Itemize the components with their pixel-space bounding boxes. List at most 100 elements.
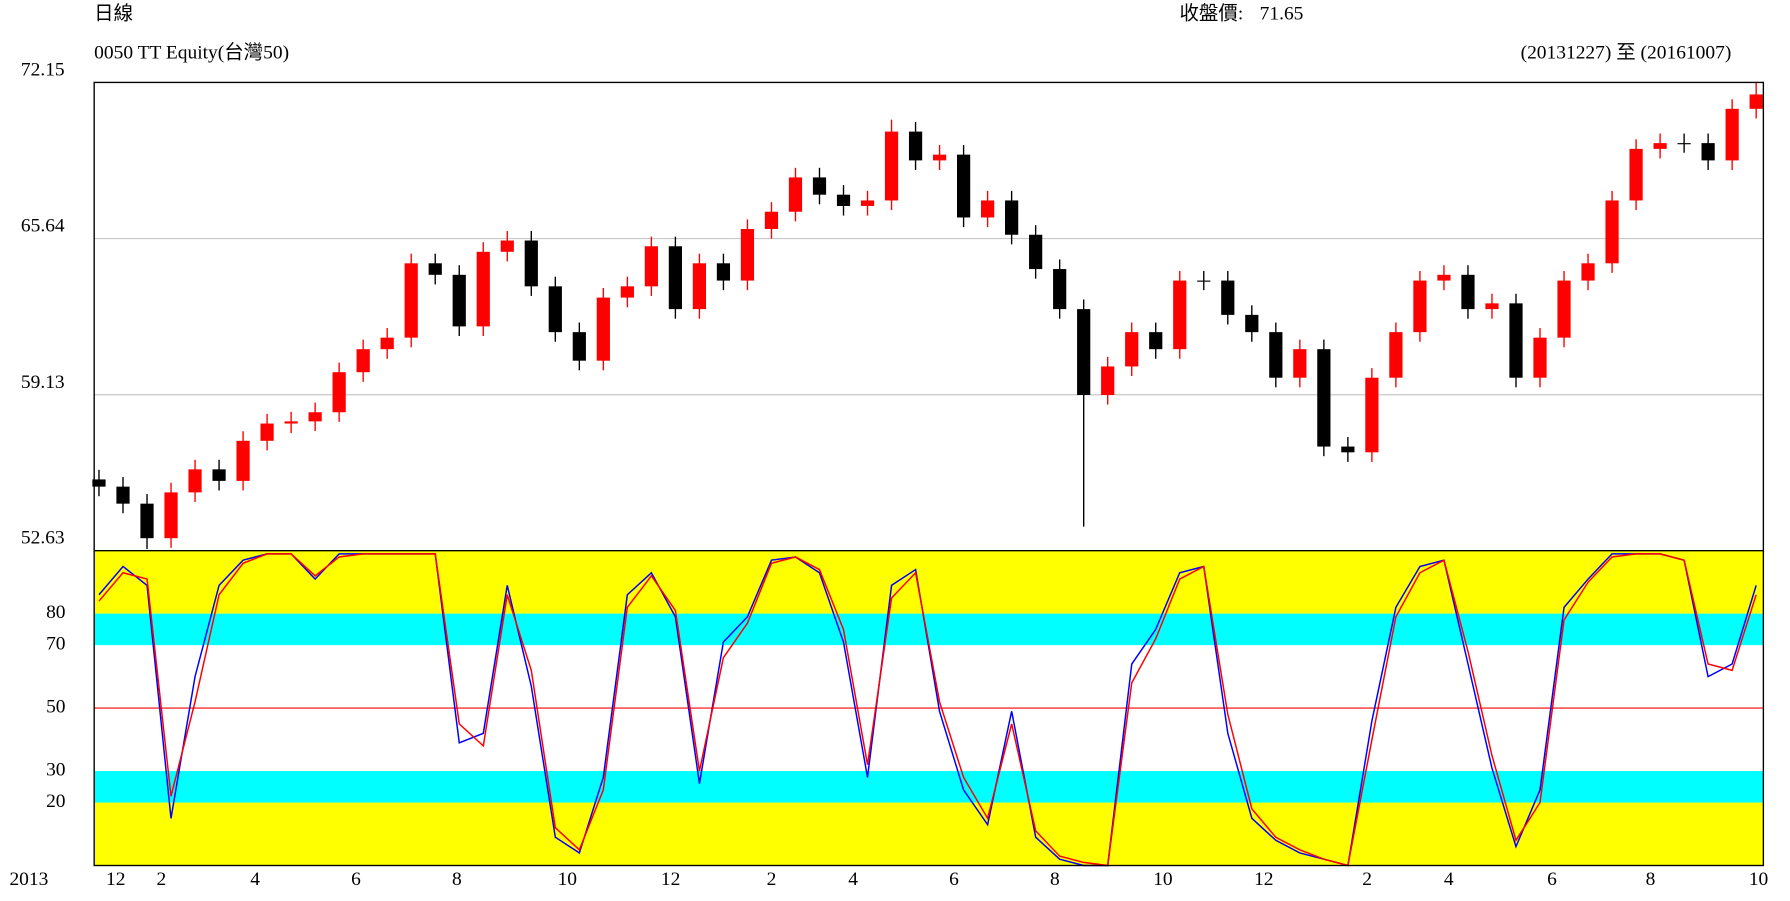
y-tick-label: 30: [46, 760, 65, 781]
candle-body: [140, 503, 154, 539]
panel-frame: [93, 549, 1765, 867]
x-tick-label: 8: [452, 869, 462, 890]
candle-body: [1341, 446, 1355, 453]
candle-body: [428, 263, 442, 275]
band: [94, 802, 1764, 866]
candle-body: [692, 263, 707, 310]
band: [94, 771, 1764, 803]
y-tick-label: 72.15: [21, 59, 65, 80]
x-tick-label: 2: [1362, 869, 1372, 890]
x-tick-label: 6: [1547, 869, 1557, 890]
candle-body: [884, 131, 899, 201]
candle-body: [1557, 280, 1571, 338]
candle-body: [596, 297, 610, 361]
candle-body: [1221, 280, 1235, 315]
x-tick-label: 12: [661, 869, 680, 890]
candle-body: [1077, 309, 1091, 395]
candle-body: [1293, 349, 1307, 378]
candle-body: [1389, 332, 1403, 378]
close-label: 收盤價:: [1179, 2, 1243, 24]
candle-body: [500, 240, 514, 252]
candle-body: [1629, 148, 1643, 201]
candle-body: [1509, 303, 1523, 378]
candle-body: [1101, 366, 1115, 395]
y-tick-label: 52.63: [21, 528, 65, 549]
candle-body: [956, 154, 971, 218]
candle-body: [908, 131, 923, 161]
candle-body: [308, 412, 322, 422]
candle-body: [404, 263, 418, 338]
candle-body: [1005, 200, 1019, 235]
x-tick-label: 12: [1254, 869, 1273, 890]
x-tick-label: 8: [1646, 869, 1656, 890]
candle-body: [1029, 234, 1043, 270]
x-tick-label: 4: [250, 869, 260, 890]
y-tick-label: 70: [46, 634, 65, 655]
candle-body: [860, 200, 875, 206]
candle-body: [116, 486, 130, 504]
candle-body: [524, 240, 538, 287]
candle-body: [981, 200, 995, 218]
x-tick-label: 8: [1050, 869, 1060, 890]
close-value: 71.65: [1260, 3, 1304, 24]
year-label: 2013: [9, 869, 48, 890]
y-tick-label: 80: [46, 602, 65, 623]
candle-body: [1125, 332, 1139, 367]
y-tick-label: 65.64: [21, 216, 65, 237]
candle-body: [1053, 269, 1067, 310]
candle-body: [332, 372, 346, 413]
y-tick-label: 50: [46, 697, 65, 718]
candle-body: [260, 423, 274, 441]
candle-body: [1701, 143, 1715, 161]
date-range: (20131227) 至 (20161007): [1521, 42, 1732, 63]
candle-body: [1461, 274, 1475, 310]
candle-body: [92, 479, 106, 487]
candle-body: [572, 332, 586, 361]
candle-body: [476, 251, 490, 327]
candle-body: [764, 211, 779, 229]
candle-body: [1485, 303, 1499, 310]
x-tick-label: 6: [351, 869, 361, 890]
candle-body: [812, 177, 827, 195]
x-tick-label: 2: [157, 869, 167, 890]
candle-body: [1245, 314, 1259, 333]
x-tick-label: 2: [767, 869, 777, 890]
candle-body: [836, 194, 851, 206]
candle-body: [164, 492, 178, 539]
candle-body: [1677, 143, 1691, 145]
candle-body: [284, 421, 298, 424]
candle-body: [1437, 274, 1451, 281]
candle-body: [1365, 377, 1379, 453]
candle-body: [452, 274, 466, 327]
y-tick-label: 59.13: [21, 372, 65, 393]
candle-body: [932, 154, 947, 161]
x-tick-label: 10: [558, 869, 577, 890]
candle-body: [1173, 280, 1187, 350]
x-tick-label: 4: [1444, 869, 1454, 890]
x-tick-label: 4: [848, 869, 858, 890]
candle-body: [716, 263, 731, 281]
candle-body: [1149, 332, 1163, 350]
candle-body: [788, 177, 803, 212]
chart-title: 日線: [94, 2, 133, 24]
candle-body: [1605, 200, 1619, 264]
candle-body: [212, 469, 226, 481]
candle-body: [740, 228, 755, 281]
candle-body: [620, 286, 634, 298]
x-tick-label: 6: [949, 869, 959, 890]
candle-body: [188, 469, 202, 493]
candle-body: [1413, 280, 1427, 333]
candle-body: [1317, 349, 1331, 447]
candle-body: [236, 440, 250, 481]
x-tick-label: 10: [1153, 869, 1172, 890]
candle-body: [1581, 263, 1595, 281]
y-tick-label: 20: [46, 791, 65, 812]
candle-body: [548, 286, 562, 333]
chart-subtitle: 0050 TT Equity(台灣50): [94, 41, 289, 63]
kd-line: [98, 553, 1757, 867]
candle-body: [1725, 108, 1739, 161]
candle-body: [668, 246, 682, 310]
band: [94, 550, 1764, 614]
